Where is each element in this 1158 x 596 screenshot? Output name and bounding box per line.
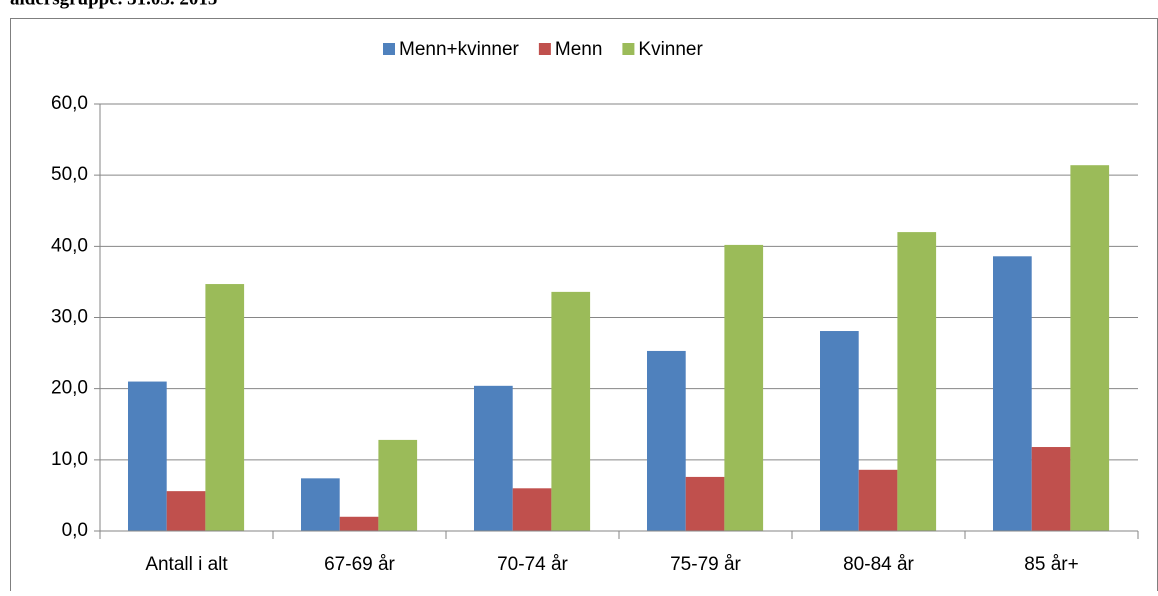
bar	[512, 488, 552, 531]
bar	[339, 516, 379, 531]
y-tick-label: 0,0	[62, 520, 88, 541]
bar	[993, 256, 1032, 531]
bar	[551, 291, 591, 531]
y-tick-label: 60,0	[51, 93, 88, 114]
bar	[724, 244, 764, 531]
bar	[858, 469, 898, 531]
legend-label: Kvinner	[638, 39, 703, 60]
x-tick-label: 67-69 år	[324, 554, 395, 575]
x-tick-label: 80-84 år	[843, 554, 914, 575]
y-tick-label: 50,0	[51, 164, 88, 185]
y-tick-label: 40,0	[51, 235, 88, 256]
bar	[685, 476, 725, 531]
bar	[820, 331, 859, 531]
x-tick-label: 85 år+	[1024, 554, 1078, 575]
y-tick-label: 30,0	[51, 307, 88, 328]
bar	[474, 385, 513, 531]
bar	[1031, 447, 1071, 531]
legend-label: Menn+kvinner	[399, 39, 520, 60]
bar	[1070, 165, 1110, 531]
y-tick-label: 10,0	[51, 449, 88, 470]
bar	[647, 350, 686, 531]
bar	[205, 284, 245, 531]
legend-swatch	[622, 43, 635, 55]
y-tick-label: 20,0	[51, 378, 88, 399]
legend-label: Menn	[555, 39, 603, 60]
bar	[897, 232, 937, 531]
legend-swatch	[538, 43, 551, 55]
bar	[166, 491, 206, 531]
x-tick-label: 75-79 år	[670, 554, 741, 575]
x-tick-label: Antall i alt	[145, 554, 228, 575]
legend-swatch	[383, 43, 395, 55]
bar	[301, 478, 340, 531]
bar	[378, 439, 418, 531]
chart-title: aldersgruppe. 31.03. 2015	[10, 0, 217, 9]
x-tick-label: 70-74 år	[497, 554, 568, 575]
bar	[128, 381, 167, 531]
